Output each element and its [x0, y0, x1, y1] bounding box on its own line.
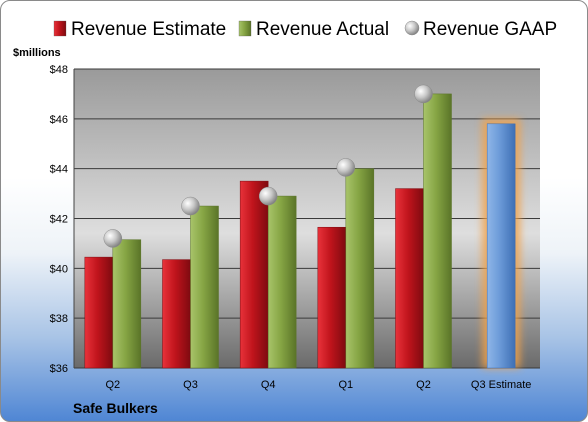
bar-revenue-estimate [395, 188, 424, 369]
x-tick-labels: Q2 Q3 Q4 Q1 Q2 Q3 Estimate [105, 379, 531, 391]
legend-swatch [404, 20, 420, 36]
x-tick-label: Q1 [338, 379, 353, 391]
marker-revenue-gaap [181, 196, 200, 216]
bar-revenue-actual [267, 195, 297, 369]
y-tick-label: $40 [50, 263, 68, 275]
x-tick-label: Q2 [105, 379, 120, 391]
bar-revenue-estimate [162, 259, 191, 369]
y-tick-labels: $36 $38 $40 $42 $44 $46 $48 [50, 64, 68, 375]
bar-revenue-estimate-projected [486, 123, 516, 369]
x-tick-label: Q3 Estimate [471, 379, 532, 391]
y-tick-label: $38 [50, 313, 68, 325]
bar-revenue-actual [423, 93, 452, 369]
bar-revenue-estimate [239, 180, 269, 369]
legend-label: Revenue GAAP [423, 19, 557, 40]
marker-revenue-gaap [414, 84, 433, 104]
x-tick-label: Q3 [183, 379, 198, 391]
legend-label: Revenue Actual [256, 19, 389, 40]
x-tick-label: Q4 [261, 379, 276, 391]
y-tick-label: $46 [50, 114, 68, 126]
y-axis-unit-label: $millions [13, 47, 61, 59]
marker-revenue-gaap [103, 229, 123, 248]
bar-revenue-estimate [317, 226, 347, 369]
y-tick-label: $44 [50, 164, 68, 176]
bar-revenue-actual [345, 168, 375, 369]
marker-revenue-gaap [258, 186, 278, 206]
bar-revenue-actual [112, 239, 142, 369]
legend-label: Revenue Estimate [71, 19, 226, 40]
y-tick-label: $36 [50, 363, 68, 375]
legend-swatch [53, 20, 67, 37]
legend: Revenue Estimate Revenue Actual Revenue GA… [53, 19, 557, 40]
bar-revenue-estimate [84, 256, 114, 369]
gridlines [74, 68, 540, 369]
company-name: Safe Bulkers [73, 400, 158, 416]
x-tick-label: Q2 [416, 379, 431, 391]
y-tick-label: $48 [50, 64, 68, 76]
y-tick-label: $42 [50, 214, 68, 226]
legend-swatch [238, 20, 252, 37]
marker-revenue-gaap [336, 158, 356, 177]
gaap-markers [103, 84, 433, 248]
bar-revenue-actual [190, 205, 219, 369]
bars [84, 93, 521, 369]
